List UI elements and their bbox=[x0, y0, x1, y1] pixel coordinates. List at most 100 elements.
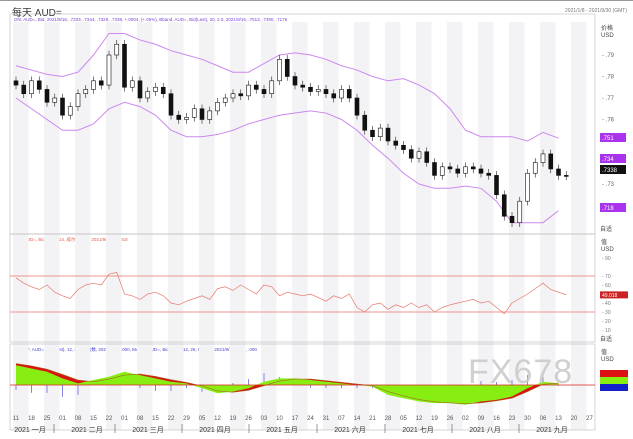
date-tick-label: 11 bbox=[13, 416, 20, 422]
candle-body bbox=[385, 127, 391, 142]
candle-body bbox=[501, 194, 507, 217]
candle-body bbox=[424, 151, 430, 163]
candle-body bbox=[300, 84, 306, 88]
rsi-tick-label: - 40 bbox=[602, 301, 611, 307]
price-tag-label: .734 bbox=[602, 157, 614, 163]
bband-upper-line bbox=[15, 33, 559, 142]
price-unit-label: 价格 USD bbox=[601, 26, 614, 39]
date-tick-label: 15 bbox=[90, 416, 97, 422]
candle-body bbox=[393, 140, 399, 146]
rsi-tick-label: - 60 bbox=[602, 283, 611, 289]
week-stripe bbox=[230, 22, 246, 430]
candle-body bbox=[191, 108, 197, 118]
bband-lower-line bbox=[15, 97, 559, 224]
candle-body bbox=[556, 168, 561, 176]
date-tick-label: 12 bbox=[416, 416, 423, 422]
candle-body bbox=[207, 110, 213, 120]
candle-body bbox=[184, 117, 189, 120]
candle-body bbox=[292, 76, 298, 86]
candle-body bbox=[354, 97, 360, 116]
candle-body bbox=[494, 175, 499, 196]
candle-body bbox=[44, 89, 50, 103]
date-tick-label: 09 bbox=[478, 416, 485, 422]
week-stripe bbox=[571, 22, 587, 430]
price-legend: Ohl, AUD=, Bid, 2021/9/16, .7333, .7344,… bbox=[14, 17, 288, 22]
rsi-tick-label: - 20 bbox=[602, 319, 611, 325]
date-tick-label: 23 bbox=[509, 416, 516, 422]
date-tick-label: 05 bbox=[199, 416, 206, 422]
month-label: 2021 七月 bbox=[402, 425, 434, 434]
candle-body bbox=[478, 168, 484, 174]
candle-body bbox=[284, 58, 290, 77]
week-stripe bbox=[323, 22, 339, 430]
candle-body bbox=[153, 86, 158, 92]
candle-body bbox=[176, 114, 182, 120]
date-tick-label: 26 bbox=[245, 416, 252, 422]
candle-body bbox=[401, 145, 406, 150]
date-tick-label: 01 bbox=[121, 416, 128, 422]
date-tick-label: 29 bbox=[183, 416, 190, 422]
date-tick-label: 28 bbox=[385, 416, 392, 422]
price-tick-label: - .78 bbox=[602, 75, 615, 81]
price-tag bbox=[600, 154, 626, 163]
candle-body bbox=[509, 215, 515, 223]
candle-body bbox=[315, 89, 321, 92]
date-range: 2021/1/8 - 2021/9/30 (GMT) bbox=[565, 8, 627, 14]
price-tag bbox=[600, 203, 626, 212]
price-tag-label: .751 bbox=[602, 136, 614, 142]
price-tick-label: - .76 bbox=[602, 118, 615, 124]
price-tag bbox=[600, 133, 626, 142]
date-tick-label: 22 bbox=[106, 416, 113, 422]
candle-body bbox=[106, 54, 112, 86]
candle-body bbox=[439, 166, 445, 176]
candle-body bbox=[199, 108, 205, 120]
month-label: 2021 二月 bbox=[71, 426, 103, 434]
candle-body bbox=[416, 151, 422, 159]
candle-body bbox=[52, 97, 58, 103]
month-label: 2021 五月 bbox=[266, 426, 298, 434]
week-stripe bbox=[168, 22, 184, 430]
date-tick-label: 17 bbox=[292, 416, 299, 422]
watermark: FX678 bbox=[468, 353, 574, 391]
candle-body bbox=[238, 93, 244, 97]
candle-body bbox=[548, 153, 554, 170]
candle-body bbox=[83, 89, 89, 95]
candle-body bbox=[91, 80, 96, 90]
price-tick-label: - .79 bbox=[602, 53, 615, 59]
date-tick-label: 06 bbox=[540, 416, 547, 422]
rsi-tick-label: - 90 bbox=[602, 256, 611, 262]
panel-border bbox=[9, 233, 596, 343]
price-tick-label: - .77 bbox=[602, 96, 615, 102]
price-tick-label: - .73 bbox=[602, 182, 615, 188]
month-label: 2021 九月 bbox=[536, 425, 568, 434]
month-label: 2021 八月 bbox=[469, 426, 501, 434]
candle-body bbox=[160, 86, 166, 94]
candle-body bbox=[98, 80, 104, 86]
date-tick-label: 30 bbox=[524, 416, 531, 422]
candle-body bbox=[29, 80, 34, 95]
rsi-tick-label: - 30 bbox=[602, 310, 611, 316]
candle-body bbox=[114, 43, 120, 56]
rsi-tag-label: 49.018 bbox=[602, 293, 618, 299]
candle-body bbox=[517, 200, 523, 223]
month-label: 2021 一月 bbox=[14, 426, 46, 434]
candle-body bbox=[145, 91, 151, 99]
date-tick-label: 03 bbox=[261, 416, 268, 422]
price-tag bbox=[600, 165, 626, 174]
week-stripe bbox=[13, 22, 29, 430]
candle-body bbox=[346, 89, 352, 99]
date-tick-label: 01 bbox=[59, 416, 66, 422]
rsi-tick-label: - 70 bbox=[602, 274, 611, 280]
candle-body bbox=[122, 43, 127, 88]
candle-body bbox=[563, 175, 569, 177]
macd-tag bbox=[600, 370, 628, 377]
candle-body bbox=[222, 97, 228, 103]
week-stripe bbox=[509, 22, 525, 430]
date-tick-label: 20 bbox=[571, 416, 578, 422]
week-stripe bbox=[106, 22, 122, 430]
date-tick-label: 13 bbox=[555, 416, 562, 422]
date-tick-label: 08 bbox=[75, 416, 82, 422]
candle-body bbox=[230, 93, 236, 99]
auto-scale-label: 自适 bbox=[600, 225, 612, 233]
rsi-tag bbox=[600, 291, 628, 299]
